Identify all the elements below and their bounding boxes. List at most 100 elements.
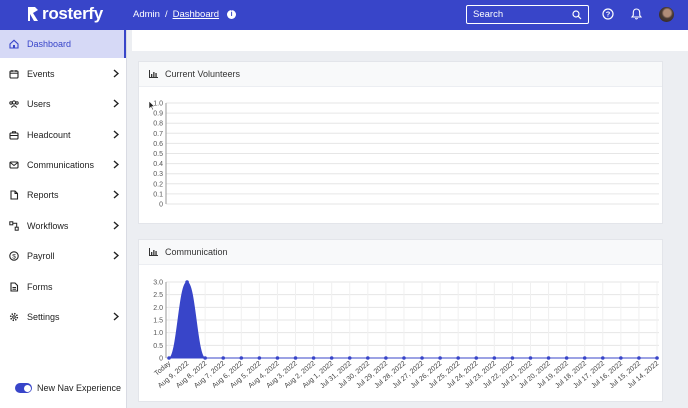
chevron-right-icon [113, 99, 119, 108]
y-tick-label: 0.1 [153, 191, 163, 198]
data-point [185, 280, 189, 284]
y-tick-label: 0.3 [153, 171, 163, 178]
main-header-strip [132, 30, 688, 51]
card-header: Communication [139, 240, 662, 265]
card-header: Current Volunteers [139, 62, 662, 87]
y-tick-label: 0.9 [153, 111, 163, 118]
y-tick-label: 1.5 [153, 318, 163, 325]
data-point [239, 356, 244, 360]
calendar-icon [9, 70, 19, 79]
mouse-cursor [148, 100, 156, 111]
chevron-right-icon [113, 251, 119, 260]
chart-icon [149, 248, 158, 256]
chevron-right-icon [113, 190, 119, 199]
search-box[interactable] [466, 5, 589, 24]
y-tick-label: 0.8 [153, 121, 163, 128]
y-tick-label: 0.5 [153, 343, 163, 350]
svg-text:$: $ [12, 253, 16, 260]
y-tick-label: 3.0 [153, 280, 163, 287]
search-icon[interactable] [572, 10, 582, 20]
data-point [619, 356, 623, 360]
home-icon [9, 39, 19, 49]
data-point [655, 356, 659, 360]
data-point [257, 356, 262, 360]
breadcrumb-dashboard[interactable]: Dashboard [172, 9, 220, 20]
communication-area [168, 281, 657, 359]
workflow-icon [9, 221, 19, 231]
gear-icon [9, 312, 19, 322]
data-point [528, 356, 533, 360]
help-icon[interactable]: ? [602, 8, 614, 20]
sidebar-item-communications[interactable]: Communications [0, 151, 126, 179]
y-tick-label: 1.0 [153, 330, 163, 337]
data-point [438, 356, 442, 360]
volunteers-chart: 1.0 0.9 0.8 0.7 0.6 0.5 0.4 0.3 0.2 0.1 0 [148, 100, 659, 209]
data-point [456, 356, 460, 360]
chevron-right-icon [113, 221, 119, 230]
data-point [366, 356, 370, 360]
dollar-icon: $ [9, 251, 19, 261]
svg-text:?: ? [606, 10, 611, 19]
data-point [275, 356, 280, 360]
chart-icon [149, 70, 158, 78]
y-tick-label: 1.0 [153, 101, 163, 108]
data-point [582, 356, 587, 360]
data-point [492, 356, 497, 360]
y-tick-label: 0 [159, 356, 163, 363]
data-point [384, 356, 388, 360]
avatar[interactable] [659, 7, 674, 22]
data-point [311, 356, 316, 360]
sidebar-item-events[interactable]: Events [0, 60, 126, 88]
sidebar: Dashboard Events Users Headcount Communi… [0, 30, 127, 408]
sidebar-item-label: Reports [27, 190, 59, 200]
info-icon[interactable]: i [227, 10, 237, 19]
breadcrumb: Admin / Dashboard i [133, 9, 237, 20]
sidebar-item-forms[interactable]: Forms [0, 273, 126, 301]
sidebar-item-label: Communications [27, 160, 95, 170]
sidebar-item-label: Payroll [27, 251, 55, 261]
rosterfy-logo[interactable]: rosterfy [27, 4, 103, 24]
sidebar-item-dashboard[interactable]: Dashboard [0, 30, 126, 58]
data-point [546, 356, 551, 360]
y-tick-label: 2.5 [153, 292, 163, 299]
chevron-right-icon [113, 69, 119, 78]
sidebar-item-label: Events [27, 69, 55, 79]
new-nav-toggle-label: New Nav Experience [37, 383, 122, 393]
data-point [402, 356, 406, 360]
data-point [293, 356, 298, 360]
y-tick-label: 0.7 [153, 131, 163, 138]
chevron-right-icon [113, 312, 119, 321]
document-icon [10, 190, 19, 200]
new-nav-toggle[interactable] [15, 383, 32, 393]
data-point [347, 356, 352, 360]
data-point [221, 356, 226, 360]
sidebar-item-headcount[interactable]: Headcount [0, 121, 126, 149]
sidebar-item-users[interactable]: Users [0, 90, 126, 118]
briefcase-icon [9, 131, 19, 140]
y-tick-label: 2.0 [153, 305, 163, 312]
top-bar: rosterfy Admin / Dashboard i ? [0, 0, 688, 30]
y-tick-label: 0 [159, 202, 163, 209]
bell-icon[interactable] [631, 8, 642, 20]
breadcrumb-admin[interactable]: Admin [133, 9, 160, 20]
communication-card: Communication 3.0 2.5 2.0 1.5 1.0 0.5 0 Today Au… [138, 239, 663, 402]
y-tick-label: 0.2 [153, 181, 163, 188]
brand-name: rosterfy [42, 4, 103, 23]
y-tick-label: 0.4 [153, 161, 163, 168]
data-point [564, 356, 569, 360]
y-tick-label: 0.6 [153, 141, 163, 148]
current-volunteers-card: Current Volunteers 1.0 0.9 0.8 0.7 0.6 0.5 0.4… [138, 61, 663, 224]
new-nav-toggle-row: New Nav Experience [15, 383, 121, 393]
chevron-right-icon [113, 130, 119, 139]
sidebar-item-settings[interactable]: Settings [0, 303, 126, 331]
search-input[interactable] [473, 9, 569, 20]
sidebar-item-workflows[interactable]: Workflows [0, 212, 126, 240]
sidebar-item-reports[interactable]: Reports [0, 181, 126, 209]
form-icon [10, 282, 19, 292]
card-title: Current Volunteers [165, 69, 241, 79]
sidebar-item-label: Workflows [27, 221, 69, 231]
sidebar-item-payroll[interactable]: $ Payroll [0, 242, 126, 270]
data-point [203, 356, 207, 360]
breadcrumb-separator: / [164, 9, 168, 20]
